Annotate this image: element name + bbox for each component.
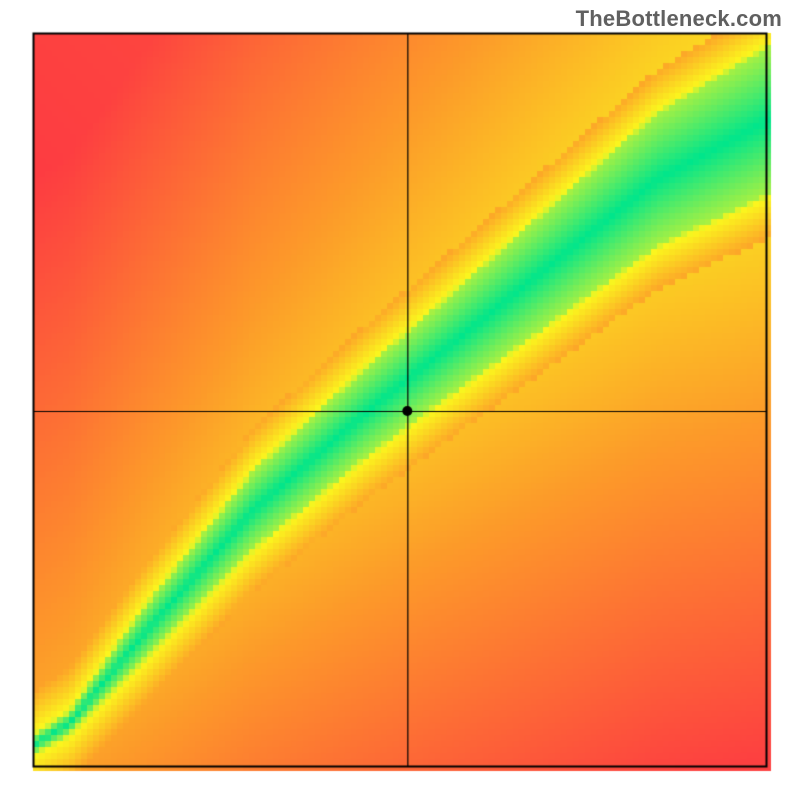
chart-container: TheBottleneck.com [0, 0, 800, 800]
heatmap-canvas [0, 0, 800, 800]
watermark: TheBottleneck.com [576, 6, 782, 32]
